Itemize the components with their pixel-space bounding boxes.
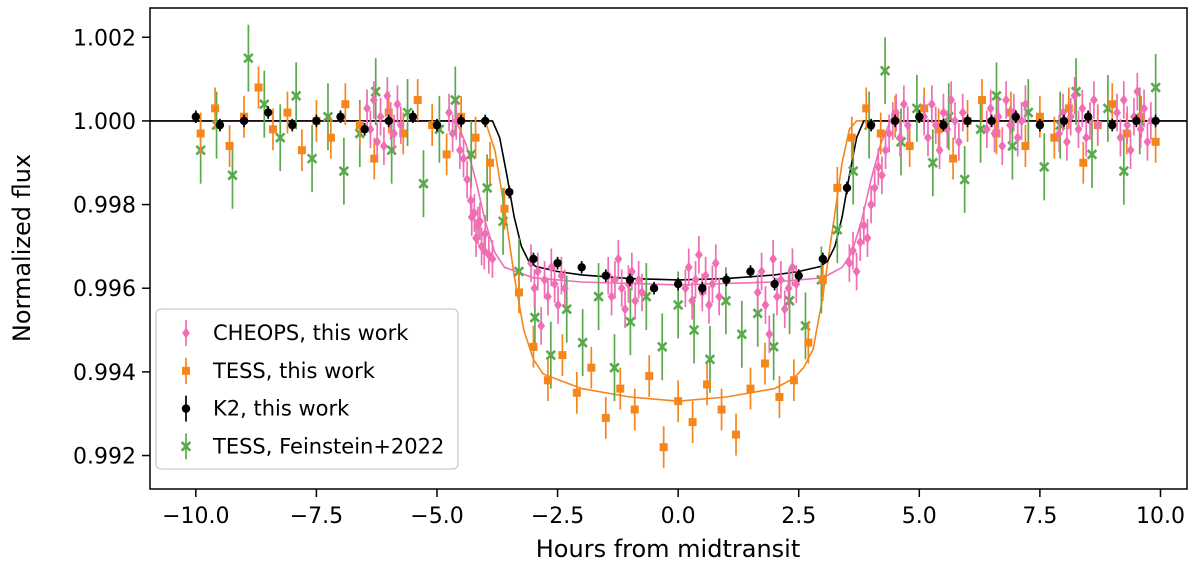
x-tick-label: 10.0 [1136,504,1185,529]
plot-frame [149,7,1188,490]
y-tick-label: 1.002 [73,26,136,51]
series-k2 [191,106,1160,295]
x-tick-label: 7.5 [1022,504,1057,529]
y-tick-label: 0.992 [73,445,136,470]
legend-label-tess-feinstein: TESS, Feinstein+2022 [212,434,444,458]
legend-label-cheops: CHEOPS, this work [213,321,409,345]
x-axis-label: Hours from midtransit [535,535,801,563]
y-tick-label: 0.996 [73,277,136,302]
x-tick-label: 5.0 [902,504,937,529]
x-tick-label: −10.0 [162,504,229,529]
series-cheops [363,72,1155,354]
y-tick-label: 0.998 [73,194,136,219]
legend-label-tess: TESS, this work [212,359,376,383]
legend-box [155,308,459,470]
model-line-cheops [150,120,1187,286]
axis-ticks: −10.0 −7.5 −5.0 −2.5 0.0 2.5 5.0 7.5 10.0 0.992 0.… [73,26,1185,529]
y-tick-label: 1.000 [73,110,136,135]
model-line-k2 [150,120,1187,281]
x-tick-label: −2.5 [531,504,584,529]
legend-label-k2: K2, this work [213,397,350,421]
legend: CHEOPS, this work TESS, this work K2, this… [155,308,459,470]
x-tick-label: −5.0 [410,504,463,529]
x-tick-label: 0.0 [661,504,696,529]
y-axis-label: Normalized flux [8,153,36,343]
y-tick-label: 0.994 [73,361,136,386]
x-tick-label: −7.5 [290,504,343,529]
x-tick-label: 2.5 [781,504,816,529]
